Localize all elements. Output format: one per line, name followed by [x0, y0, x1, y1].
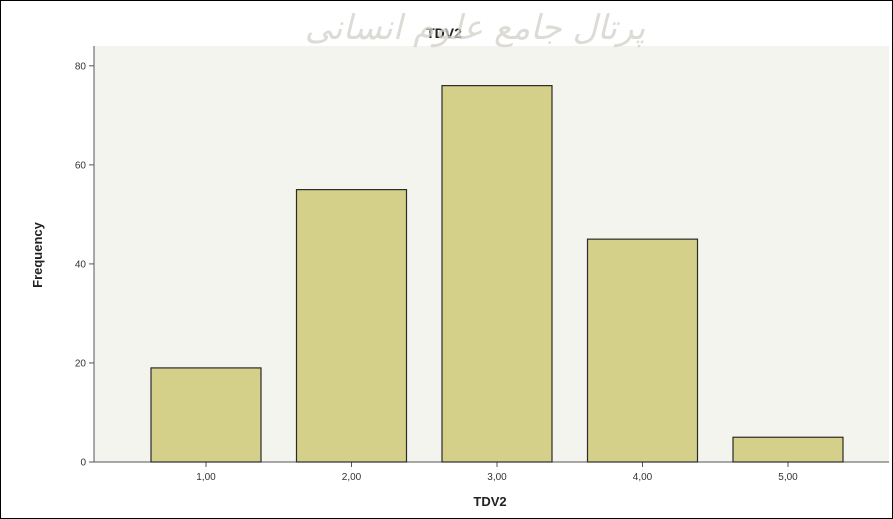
x-axis-label: TDV2	[473, 494, 506, 509]
bars-group	[150, 85, 844, 463]
y-tick-label: 0	[80, 458, 86, 469]
x-tick-label: 4,00	[633, 472, 653, 483]
bar-2	[295, 189, 408, 463]
y-axis-label: Frequency	[30, 221, 45, 288]
y-tick-label: 40	[75, 259, 87, 270]
bar-3	[441, 85, 553, 463]
y-tick-label: 60	[75, 160, 87, 171]
y-axis: 0 20 40 60 80	[75, 46, 95, 469]
chart-title: TDV2	[426, 25, 462, 41]
y-tick-label: 20	[75, 358, 87, 369]
y-tick-label: 80	[75, 61, 87, 72]
bar-4	[586, 238, 699, 463]
x-tick-label: 5,00	[778, 472, 798, 483]
x-tick-label: 1,00	[196, 472, 216, 483]
x-tick-label: 2,00	[342, 472, 362, 483]
bar-1	[150, 367, 262, 463]
bar-5	[732, 436, 844, 463]
x-tick-label: 3,00	[487, 472, 507, 483]
x-axis: 1,00 2,00 3,00 4,00 5,00	[94, 461, 889, 483]
